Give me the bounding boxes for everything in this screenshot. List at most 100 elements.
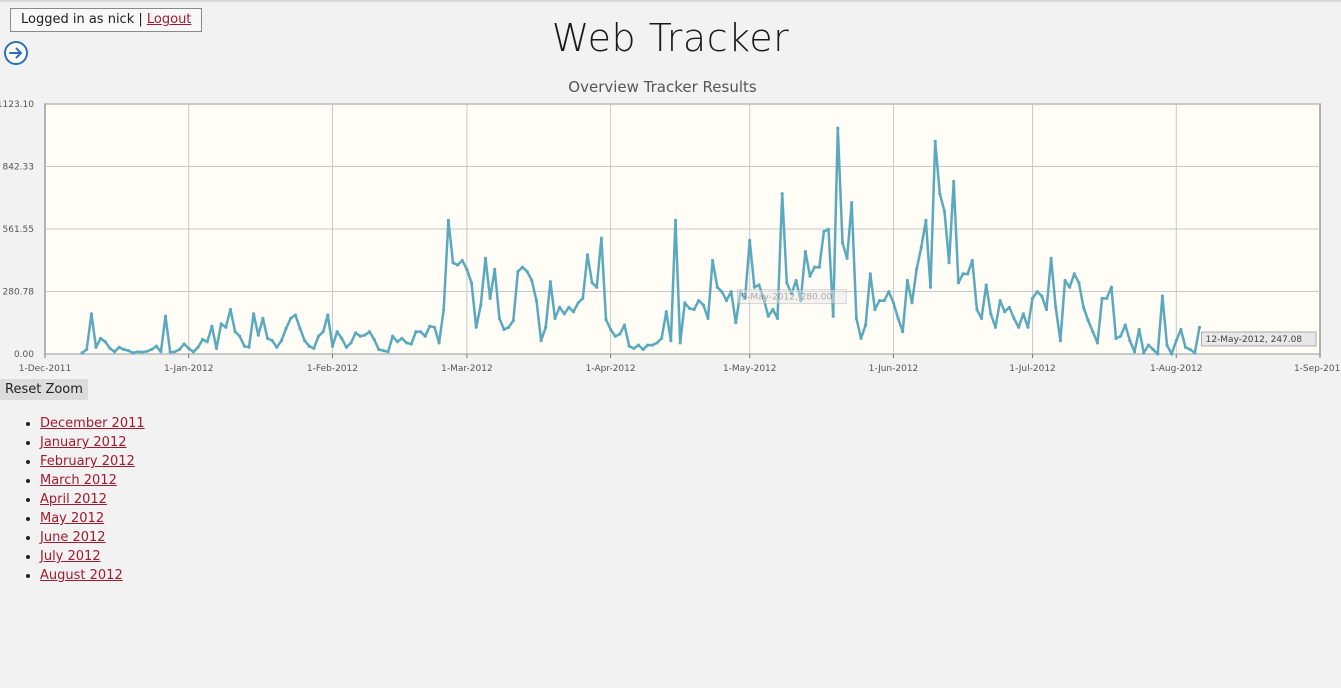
data-point [979, 316, 984, 320]
data-point [307, 344, 311, 348]
data-point [507, 325, 511, 329]
data-point [442, 307, 446, 312]
data-point [1151, 347, 1155, 352]
data-point [112, 350, 117, 354]
data-point [660, 336, 664, 340]
data-point [1054, 305, 1058, 309]
data-point [882, 299, 886, 303]
logout-link[interactable]: Logout [146, 12, 192, 27]
data-point [242, 344, 246, 348]
data-point [636, 343, 641, 347]
data-point [358, 334, 362, 338]
data-point [289, 316, 293, 320]
data-point [163, 314, 168, 318]
data-point [340, 336, 344, 340]
data-point [275, 345, 279, 349]
data-point [799, 299, 803, 303]
data-point [683, 301, 687, 305]
data-point [122, 347, 126, 352]
data-point [632, 346, 636, 350]
data-point [928, 285, 933, 289]
data-point [89, 312, 93, 316]
data-point [924, 218, 928, 222]
data-point [1142, 351, 1146, 355]
data-point [1105, 296, 1109, 300]
data-point [428, 324, 432, 328]
data-point [650, 343, 655, 347]
data-point [901, 330, 905, 334]
tracker-chart[interactable]: Overview Tracker Results 0.00 280.78 561.55… [0, 70, 1341, 380]
tooltip-text: 12-May-2012, 247.08 [1206, 335, 1303, 345]
data-point [108, 346, 112, 350]
data-point [720, 290, 724, 294]
month-link[interactable]: June 2012 [40, 530, 106, 545]
data-point [868, 272, 872, 276]
x-tick-label: 1-Apr-2012 [586, 364, 636, 374]
data-point [896, 316, 900, 320]
data-point [511, 319, 515, 323]
data-point [1026, 325, 1030, 329]
data-point [409, 342, 413, 346]
data-point [785, 281, 789, 285]
data-point [1081, 305, 1086, 309]
data-point [456, 263, 460, 267]
data-point [117, 345, 121, 349]
data-point [103, 340, 107, 344]
data-point [210, 324, 214, 328]
data-point [400, 336, 404, 340]
data-point [558, 305, 562, 309]
data-point [1021, 312, 1025, 316]
data-point [1137, 327, 1141, 332]
data-point [915, 267, 919, 271]
month-link[interactable]: August 2012 [40, 568, 123, 583]
data-point [502, 327, 506, 332]
page-title: Web Tracker [551, 16, 790, 60]
data-point [1174, 339, 1178, 343]
month-link[interactable]: January 2012 [40, 435, 127, 450]
month-link[interactable]: March 2012 [40, 473, 117, 488]
data-point [177, 347, 182, 352]
data-point [191, 350, 195, 354]
month-link[interactable]: December 2011 [40, 416, 145, 431]
month-link[interactable]: April 2012 [40, 492, 107, 507]
data-point [279, 339, 284, 343]
data-point [228, 307, 233, 312]
data-point [919, 245, 923, 249]
top-shadow [0, 0, 1341, 3]
data-point [789, 292, 794, 296]
data-point [252, 312, 256, 316]
data-point [822, 230, 826, 234]
data-point [488, 296, 492, 300]
data-point [460, 258, 464, 263]
data-point [150, 347, 154, 352]
x-tick-label: 1-Jan-2012 [164, 364, 214, 374]
month-link[interactable]: July 2012 [40, 549, 101, 564]
reset-zoom-button[interactable]: Reset Zoom [0, 379, 88, 400]
data-point [826, 227, 831, 231]
data-point [998, 299, 1002, 303]
data-point [734, 321, 738, 325]
month-link[interactable]: May 2012 [40, 511, 105, 526]
data-point [1072, 272, 1076, 276]
data-point [381, 349, 386, 353]
month-list-item: December 2011 [40, 414, 145, 433]
data-point [673, 218, 678, 222]
data-point [140, 350, 144, 354]
month-list-item: May 2012 [40, 509, 145, 528]
data-point [780, 192, 784, 196]
data-point [743, 296, 747, 300]
data-point [1086, 319, 1090, 323]
data-point [372, 337, 376, 342]
data-point [938, 192, 942, 196]
data-point [1123, 323, 1127, 327]
y-tick-label: 561.55 [3, 225, 35, 235]
data-point [238, 334, 242, 338]
data-point [94, 345, 98, 349]
month-link[interactable]: February 2012 [40, 454, 135, 469]
data-point [1017, 325, 1021, 329]
data-point [126, 349, 131, 353]
y-tick-label: 0.00 [14, 350, 34, 360]
data-point [1095, 341, 1100, 345]
data-point [173, 350, 177, 354]
arrow-right-circle-icon[interactable] [3, 40, 29, 66]
